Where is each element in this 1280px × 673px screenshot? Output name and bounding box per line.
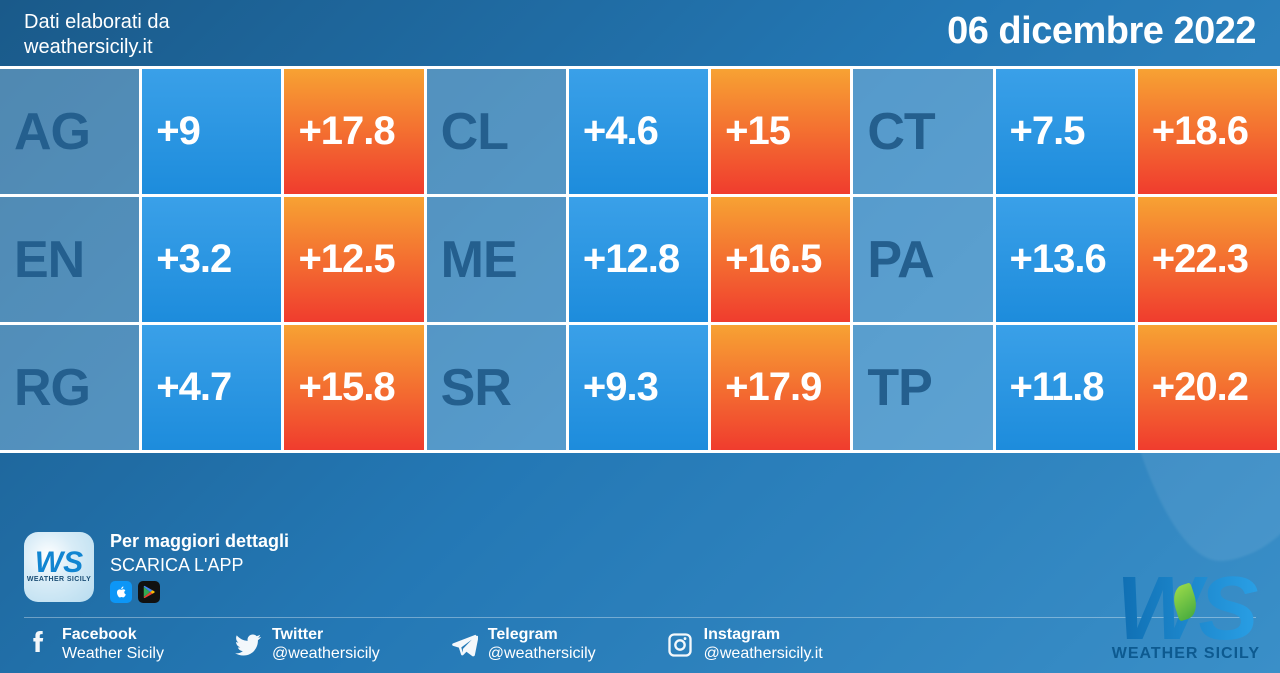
source-block: Dati elaborati da weathersicily.it <box>24 10 170 60</box>
logo-text: WS <box>35 551 83 575</box>
social-label: Instagram <box>704 626 823 644</box>
social-label: Facebook <box>62 626 164 644</box>
social-facebook[interactable]: Facebook Weather Sicily <box>24 626 164 663</box>
social-handle: Weather Sicily <box>62 645 164 662</box>
twitter-icon <box>234 631 262 659</box>
temperature-grid: AG +9 +17.8 CL +4.6 +15 CT +7.5 +18.6 EN… <box>0 66 1280 453</box>
temp-low: +9.3 <box>569 325 711 453</box>
temp-low: +7.5 <box>996 69 1138 197</box>
playstore-icon[interactable] <box>138 581 160 603</box>
temp-high: +16.5 <box>711 197 853 325</box>
province-code: PA <box>853 197 995 325</box>
temp-low: +3.2 <box>142 197 284 325</box>
footer: WS WEATHER SICILY Per maggiori dettagli … <box>0 516 1280 673</box>
date: 06 dicembre 2022 <box>947 10 1256 53</box>
temp-high: +17.9 <box>711 325 853 453</box>
appstore-icon[interactable] <box>110 581 132 603</box>
province-code: ME <box>427 197 569 325</box>
source-label: Dati elaborati da <box>24 10 170 35</box>
province-code: EN <box>0 197 142 325</box>
temp-high: +12.5 <box>284 197 426 325</box>
logo-sub: WEATHER SICILY <box>27 577 91 583</box>
province-code: AG <box>0 69 142 197</box>
temp-high: +22.3 <box>1138 197 1280 325</box>
social-handle: @weathersicily <box>488 645 596 662</box>
source-site: weathersicily.it <box>24 35 170 60</box>
temp-high: +17.8 <box>284 69 426 197</box>
social-instagram[interactable]: Instagram @weathersicily.it <box>666 626 823 663</box>
province-code: RG <box>0 325 142 453</box>
temp-low: +4.7 <box>142 325 284 453</box>
social-handle: @weathersicily.it <box>704 645 823 662</box>
temp-low: +9 <box>142 69 284 197</box>
header: Dati elaborati da weathersicily.it 06 di… <box>0 0 1280 66</box>
province-code: CT <box>853 69 995 197</box>
social-telegram[interactable]: Telegram @weathersicily <box>450 626 596 663</box>
ws-logo-large: WS WEATHER SICILY <box>1112 571 1260 664</box>
province-code: SR <box>427 325 569 453</box>
social-twitter[interactable]: Twitter @weathersicily <box>234 626 380 663</box>
app-text: Per maggiori dettagli SCARICA L'APP <box>110 530 289 603</box>
social-row: Facebook Weather Sicily Twitter @weather… <box>24 617 1256 663</box>
facebook-icon <box>24 631 52 659</box>
temp-low: +11.8 <box>996 325 1138 453</box>
temp-low: +12.8 <box>569 197 711 325</box>
social-label: Telegram <box>488 626 596 644</box>
social-handle: @weathersicily <box>272 645 380 662</box>
temp-high: +20.2 <box>1138 325 1280 453</box>
temp-high: +18.6 <box>1138 69 1280 197</box>
temp-high: +15.8 <box>284 325 426 453</box>
details-line1: Per maggiori dettagli <box>110 531 289 551</box>
details-line2: SCARICA L'APP <box>110 554 289 577</box>
social-label: Twitter <box>272 626 380 644</box>
temp-low: +4.6 <box>569 69 711 197</box>
telegram-icon <box>450 631 478 659</box>
app-promo: WS WEATHER SICILY Per maggiori dettagli … <box>24 530 1256 603</box>
province-code: TP <box>853 325 995 453</box>
temp-low: +13.6 <box>996 197 1138 325</box>
instagram-icon <box>666 631 694 659</box>
ws-logo-small: WS WEATHER SICILY <box>24 532 94 602</box>
temp-high: +15 <box>711 69 853 197</box>
province-code: CL <box>427 69 569 197</box>
